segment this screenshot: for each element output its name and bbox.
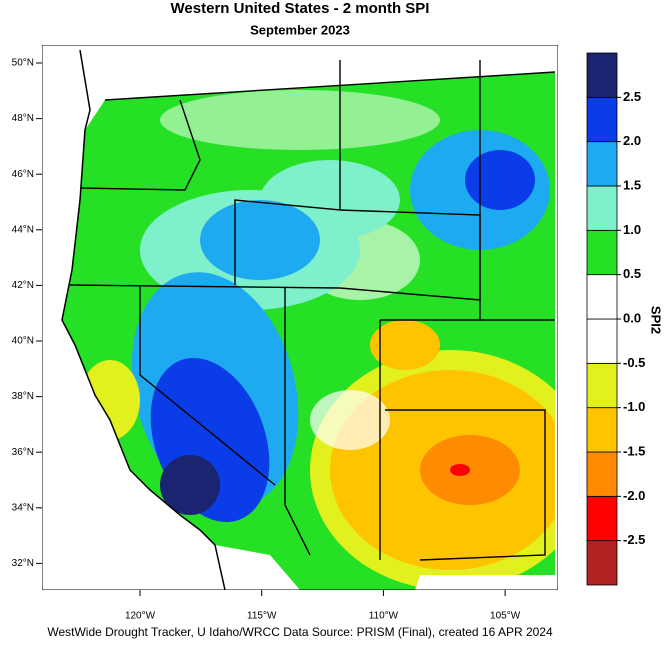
subtitle: September 2023 bbox=[250, 22, 350, 37]
lon-label: 115°W bbox=[247, 611, 277, 622]
map-area bbox=[42, 45, 558, 590]
lat-label: 38°N bbox=[12, 391, 34, 402]
lat-label: 40°N bbox=[12, 336, 34, 347]
colorbar-label: -1.5 bbox=[623, 443, 645, 458]
lat-label: 32°N bbox=[12, 558, 34, 569]
colorbar-box bbox=[586, 96, 618, 143]
colorbar-box bbox=[586, 451, 618, 497]
lon-label: 110°W bbox=[369, 611, 399, 622]
lon-label: 120°W bbox=[125, 611, 156, 622]
title: Western United States - 2 month SPI bbox=[171, 0, 430, 17]
colorbar-box bbox=[586, 141, 618, 187]
lat-label: 46°N bbox=[12, 169, 34, 180]
colorbar-label: 2.0 bbox=[623, 133, 641, 148]
colorbar-box bbox=[586, 362, 618, 409]
colorbar-label: -1.0 bbox=[623, 399, 645, 414]
lat-label: 50°N bbox=[12, 58, 34, 69]
colorbar-label: -2.0 bbox=[623, 488, 645, 503]
colorbar-label: 0.5 bbox=[623, 266, 641, 281]
colorbar-label: -0.5 bbox=[623, 355, 645, 370]
colorbar-label: 1.0 bbox=[623, 222, 641, 237]
colorbar-label: 2.5 bbox=[623, 89, 641, 104]
colorbar-label: 0.0 bbox=[623, 310, 641, 325]
colorbar-box bbox=[586, 229, 618, 276]
lat-label: 36°N bbox=[12, 447, 34, 458]
colorbar-box bbox=[586, 540, 618, 586]
colorbar-box bbox=[586, 407, 618, 453]
lon-label: 105°W bbox=[490, 611, 521, 622]
colorbar-box bbox=[586, 52, 618, 98]
lat-label: 42°N bbox=[12, 280, 34, 291]
colorbar-label: -2.5 bbox=[623, 532, 645, 547]
colorbar-box bbox=[586, 318, 618, 364]
colorbar-title: SPI2 bbox=[649, 306, 664, 334]
lat-label: 48°N bbox=[12, 113, 34, 124]
lat-label: 34°N bbox=[12, 502, 34, 513]
colorbar-box bbox=[586, 185, 618, 231]
colorbar-box bbox=[586, 495, 618, 542]
lat-label: 44°N bbox=[12, 224, 34, 235]
colorbar-box bbox=[586, 274, 618, 320]
footer: WestWide Drought Tracker, U Idaho/WRCC D… bbox=[47, 625, 553, 639]
colorbar-label: 1.5 bbox=[623, 177, 641, 192]
